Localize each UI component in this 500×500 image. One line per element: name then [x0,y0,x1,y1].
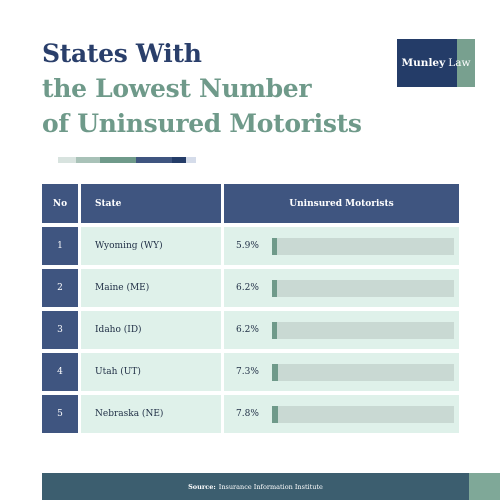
row-value-label: 6.2% [236,283,259,293]
row-state: Utah (UT) [81,353,221,391]
row-value-label: 7.3% [236,367,259,377]
source-text: Insurance Information Institute [218,482,323,491]
row-number: 1 [42,227,78,265]
row-value-label: 5.9% [236,241,259,251]
row-value-label: 6.2% [236,325,259,335]
uninsured-motorists-table: No State Uninsured Motorists 1 Wyoming (… [42,184,459,433]
page-title: States With the Lowest Number of Uninsur… [42,36,372,141]
bar-track [272,363,454,381]
bar-fill [272,321,277,339]
bar-track [272,237,454,255]
deco-bar-segment [100,157,136,163]
row-state: Idaho (ID) [81,311,221,349]
row-value-cell: 5.9% [224,227,459,265]
logo-brand: Munley [401,57,446,69]
row-value-cell: 6.2% [224,269,459,307]
row-number: 2 [42,269,78,307]
deco-bar-segment [58,157,76,163]
logo-suffix: Law [448,57,471,69]
bar-track [272,279,454,297]
footer-accent-block [469,473,500,500]
bar-track [272,321,454,339]
title-line-2: the Lowest Number [42,74,312,103]
row-number: 3 [42,311,78,349]
row-number: 4 [42,353,78,391]
deco-bar-segment [76,157,100,163]
deco-bar-segment [172,157,186,163]
table-row: 1 Wyoming (WY) 5.9% [42,227,459,265]
table-header: No State Uninsured Motorists [42,184,459,223]
table-row: 3 Idaho (ID) 6.2% [42,311,459,349]
title-line-3: of Uninsured Motorists [42,109,362,138]
decorative-gradient-bar [58,157,196,163]
logo-text: Munley Law [397,39,475,87]
logo-sage-block [457,39,475,87]
deco-bar-segment [186,157,196,163]
deco-bar-segment [136,157,172,163]
source-footer: Source: Insurance Information Institute [42,473,469,500]
table-row: 2 Maine (ME) 6.2% [42,269,459,307]
row-value-cell: 7.8% [224,395,459,433]
header-no: No [42,184,78,223]
row-value-cell: 7.3% [224,353,459,391]
bar-fill [272,279,277,297]
source-label: Source: [188,482,216,491]
row-state: Nebraska (NE) [81,395,221,433]
table-row: 4 Utah (UT) 7.3% [42,353,459,391]
row-state: Wyoming (WY) [81,227,221,265]
munley-law-logo: Munley Law [397,39,475,87]
title-line-1: States With [42,39,202,68]
bar-track [272,405,454,423]
row-number: 5 [42,395,78,433]
logo-navy-block [397,39,457,87]
bar-fill [272,363,278,381]
row-value-cell: 6.2% [224,311,459,349]
table-row: 5 Nebraska (NE) 7.8% [42,395,459,433]
bar-fill [272,405,278,423]
bar-fill [272,237,277,255]
header-uninsured-motorists: Uninsured Motorists [224,184,459,223]
header-state: State [81,184,221,223]
row-state: Maine (ME) [81,269,221,307]
row-value-label: 7.8% [236,409,259,419]
